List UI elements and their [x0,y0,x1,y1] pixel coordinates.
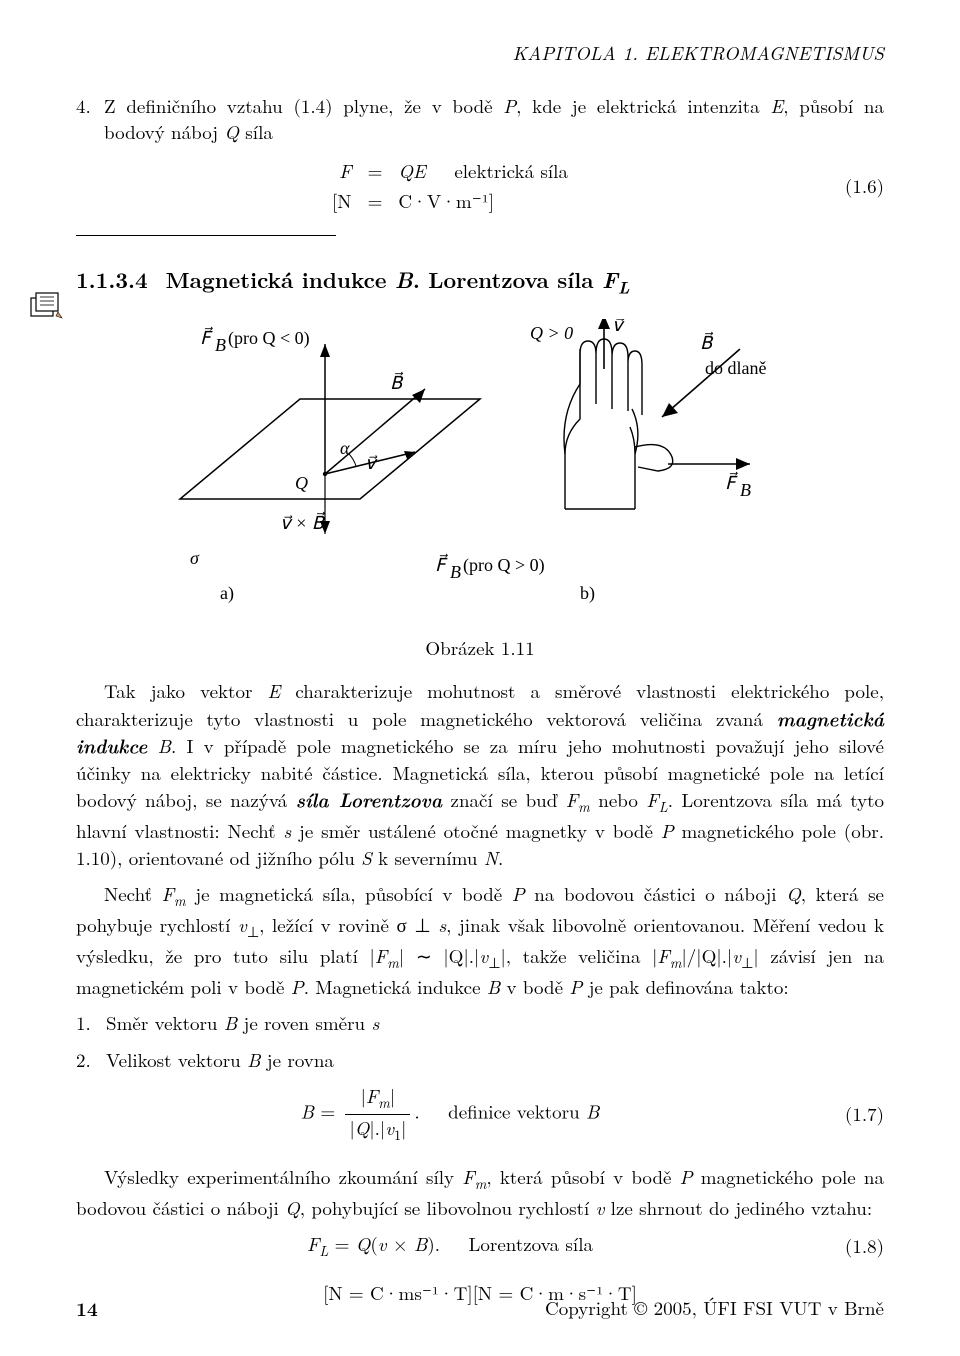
svg-text:α: α [340,438,350,458]
paragraph-2: Nechť F⃗m je magnetická síla, působící v… [76,881,884,1000]
svg-text:a): a) [220,583,234,604]
margin-note-icon [30,292,64,320]
eq17-label: definice vektoru B⃗ [448,1098,599,1125]
svg-text:B⃗: B⃗ [390,372,404,393]
svg-text:(pro Q > 0): (pro Q > 0) [463,555,545,576]
equation-1-7: B = |F⃗m||Q|.|v⃗1|. definice vektoru B⃗ … [76,1083,884,1145]
equation-1-8: F⃗L = Q(v⃗ × B⃗). Lorentzova síla (1.8) [76,1231,884,1262]
page-header: KAPITOLA 1. ELEKTROMAGNETISMUS [76,40,884,67]
svg-text:do dlaně: do dlaně [705,358,766,378]
figure-1-11: Q v⃗ B⃗ α F⃗ B (pro Q < 0) v⃗ × B⃗ F⃗ B … [160,319,800,629]
paragraph-1: Tak jako vektor E⃗ charakterizuje mohutn… [76,678,884,871]
eq-1-6-number: (1.6) [824,173,884,200]
svg-text:Q: Q [295,473,308,493]
page-number: 14 [76,1295,98,1322]
item-4: 4. Z definičního vztahu (1.4) plyne, že … [76,93,884,146]
paragraph-3: Výsledky experimentálního zkoumání síly … [76,1164,884,1221]
svg-text:v⃗: v⃗ [612,319,625,335]
list-item-2: 2. Velikost vektoru B⃗ je rovna [76,1047,884,1074]
equation-1-6: F⃗ = QE⃗ elektrická síla [N = C·V·m⁻¹] (… [76,156,884,217]
svg-text:B⃗: B⃗ [700,332,714,353]
copyright: Copyright © 2005, ÚFI FSI VUT v Brně [545,1295,884,1322]
svg-text:B: B [450,562,461,582]
svg-text:F⃗: F⃗ [200,327,213,348]
svg-text:Q > 0: Q > 0 [530,323,573,343]
svg-text:v⃗ × B⃗: v⃗ × B⃗ [280,512,326,533]
page-footer: 14 Copyright © 2005, ÚFI FSI VUT v Brně [76,1295,884,1322]
svg-text:B: B [215,335,226,355]
svg-text:σ: σ [190,548,200,568]
figure-caption: Obrázek 1.11 [76,635,884,662]
list-item-1: 1. Směr vektoru B⃗ je roven směru s⃗ [76,1010,884,1037]
rule-short [76,235,336,236]
svg-text:B: B [740,480,751,500]
svg-text:b): b) [580,583,595,604]
item-4-num: 4. [76,93,104,146]
svg-text:(pro Q < 0): (pro Q < 0) [228,328,310,349]
svg-text:v⃗: v⃗ [365,453,378,473]
section-title-text: Magnetická indukce B⃗. Lorentzova síla F… [166,264,630,295]
section-title: 1.1.3.4Magnetická indukce B⃗. Lorentzova… [76,264,884,299]
svg-text:F⃗: F⃗ [725,472,738,493]
item-4-text: Z definičního vztahu (1.4) plyne, že v b… [104,93,884,146]
